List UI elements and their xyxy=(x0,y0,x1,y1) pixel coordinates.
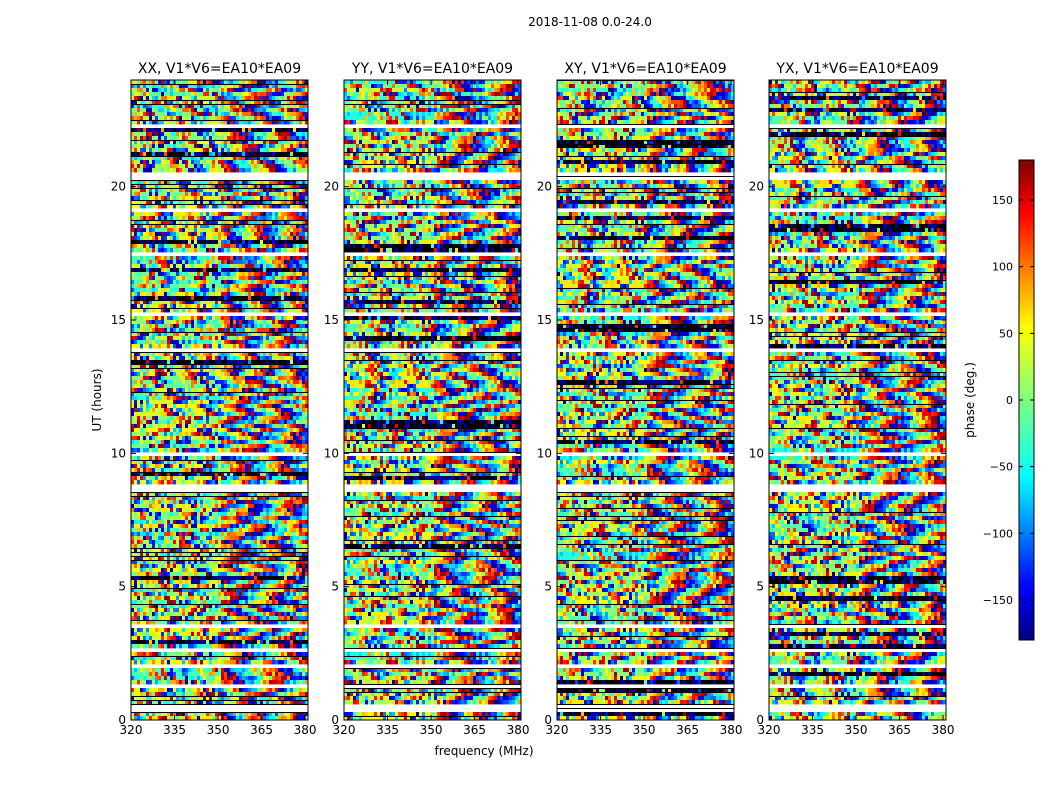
y-tick-label: 15 xyxy=(537,313,552,327)
colorbar-tick-label: 50 xyxy=(999,327,1013,340)
y-tick-label: 0 xyxy=(756,713,764,727)
y-tick-label: 0 xyxy=(331,713,339,727)
x-tick-label: 365 xyxy=(463,723,486,737)
y-tick-label: 5 xyxy=(756,580,764,594)
phase-heatmap xyxy=(557,80,734,720)
x-tick-label: 365 xyxy=(676,723,699,737)
y-axis-label: UT (hours) xyxy=(90,368,104,431)
x-tick-label: 350 xyxy=(207,723,230,737)
x-tick-label: 335 xyxy=(163,723,186,737)
colorbar-tick-label: 0 xyxy=(1006,394,1013,407)
y-tick-label: 20 xyxy=(749,180,764,194)
colorbar-tick-label: 100 xyxy=(992,261,1013,274)
y-tick-label: 5 xyxy=(118,580,126,594)
phase-heatmap xyxy=(769,80,946,720)
y-tick-label: 15 xyxy=(111,313,126,327)
y-tick-label: 10 xyxy=(749,446,764,460)
x-tick-label: 350 xyxy=(420,723,443,737)
y-tick-label: 20 xyxy=(324,180,339,194)
figure-suptitle: 2018-11-08 0.0-24.0 xyxy=(528,15,652,29)
panel-title: XX, V1*V6=EA10*EA09 xyxy=(138,61,301,77)
y-tick-label: 10 xyxy=(111,446,126,460)
x-tick-label: 335 xyxy=(376,723,399,737)
x-tick-label: 365 xyxy=(250,723,273,737)
y-tick-label: 0 xyxy=(544,713,552,727)
x-tick-label: 380 xyxy=(507,723,530,737)
y-tick-label: 20 xyxy=(537,180,552,194)
x-tick-label: 350 xyxy=(845,723,868,737)
x-tick-label: 380 xyxy=(294,723,317,737)
x-tick-label: 365 xyxy=(888,723,911,737)
x-tick-label: 335 xyxy=(589,723,612,737)
y-tick-label: 10 xyxy=(537,446,552,460)
x-axis-label: frequency (MHz) xyxy=(434,744,533,758)
y-tick-label: 5 xyxy=(544,580,552,594)
y-tick-label: 5 xyxy=(331,580,339,594)
panel-title: YY, V1*V6=EA10*EA09 xyxy=(351,61,513,77)
colorbar-tick-label: −100 xyxy=(983,527,1013,540)
colorbar: 150 100 50 0 −50 −100 −150 phase (deg.) xyxy=(963,160,1034,640)
y-tick-label: 15 xyxy=(749,313,764,327)
panel-title: YX, V1*V6=EA10*EA09 xyxy=(775,61,938,77)
x-tick-label: 380 xyxy=(720,723,743,737)
colorbar-tick-label: −50 xyxy=(990,461,1013,474)
x-tick-label: 350 xyxy=(633,723,656,737)
phase-heatmap xyxy=(344,80,521,720)
y-tick-label: 20 xyxy=(111,180,126,194)
colorbar-tick-label: 150 xyxy=(992,194,1013,207)
y-tick-label: 10 xyxy=(324,446,339,460)
x-tick-label: 380 xyxy=(932,723,955,737)
colorbar-tick-label: −150 xyxy=(983,594,1013,607)
panel-title: XY, V1*V6=EA10*EA09 xyxy=(564,61,726,77)
colorbar-label: phase (deg.) xyxy=(963,362,977,438)
x-tick-label: 335 xyxy=(801,723,824,737)
phase-heatmap xyxy=(131,80,308,720)
y-tick-label: 15 xyxy=(324,313,339,327)
y-tick-label: 0 xyxy=(118,713,126,727)
